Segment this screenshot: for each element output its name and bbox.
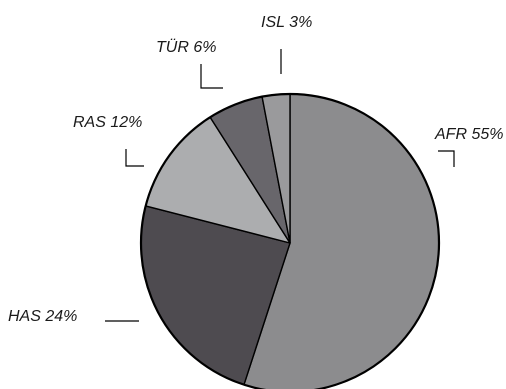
pie-outline xyxy=(139,92,441,389)
label-leader-lines xyxy=(105,49,455,322)
ras-leader-line xyxy=(125,149,144,167)
tur-leader-line xyxy=(200,64,223,89)
slice-label-isl: ISL 3% xyxy=(261,14,312,31)
slice-label-tur: TÜR 6% xyxy=(156,38,216,56)
pie-slices xyxy=(139,92,441,389)
afr-leader-line xyxy=(438,150,455,167)
slice-label-afr: AFR 55% xyxy=(434,126,503,143)
slice-label-ras: RAS 12% xyxy=(73,114,142,131)
slice-label-has: HAS 24% xyxy=(8,308,77,325)
slice-labels: AFR 55% HAS 24% RAS 12% TÜR 6% ISL 3% xyxy=(8,14,503,325)
